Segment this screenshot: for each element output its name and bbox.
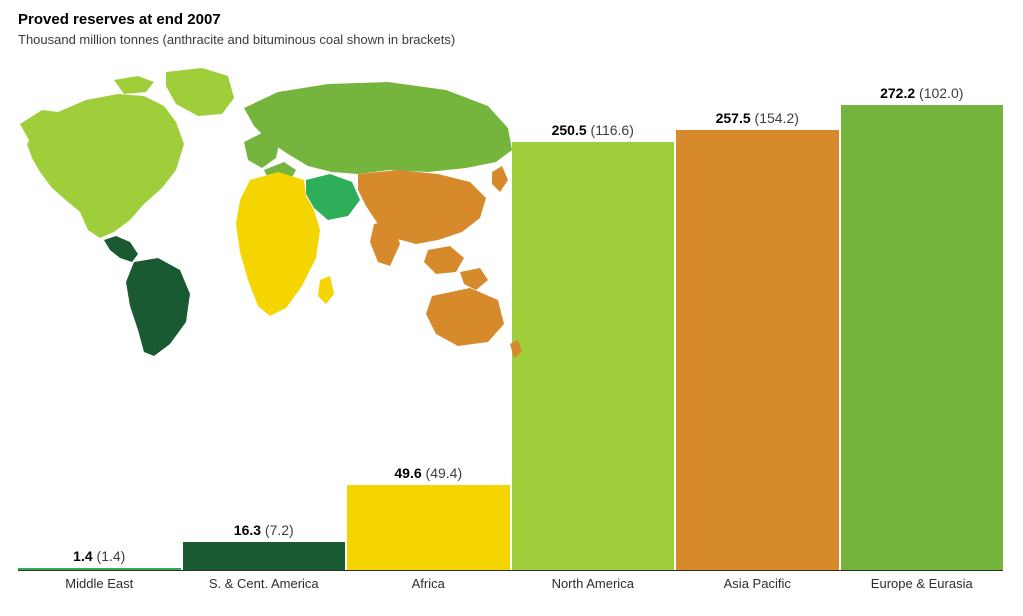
bar-value-bracket: (102.0)	[919, 85, 963, 101]
bar-value-label: 16.3 (7.2)	[183, 522, 346, 538]
bar-value-main: 49.6	[394, 465, 421, 481]
bar-fill	[347, 485, 510, 570]
axis-labels: Middle EastS. & Cent. AmericaAfricaNorth…	[18, 572, 1003, 596]
bar-value-bracket: (116.6)	[591, 122, 634, 138]
bar: 16.3 (7.2)	[183, 542, 346, 570]
axis-label: Africa	[347, 572, 510, 596]
axis-label: S. & Cent. America	[183, 572, 346, 596]
bar-fill	[183, 542, 346, 570]
bar-fill	[841, 105, 1004, 570]
bar-value-label: 1.4 (1.4)	[18, 548, 181, 564]
bar-value-main: 1.4	[73, 548, 92, 564]
bar-value-main: 16.3	[234, 522, 261, 538]
bar-value-bracket: (154.2)	[755, 110, 799, 126]
axis-line	[18, 570, 1003, 571]
bar-value-label: 272.2 (102.0)	[841, 85, 1004, 101]
bar-value-bracket: (49.4)	[426, 465, 463, 481]
bar-value-label: 250.5 (116.6)	[512, 122, 675, 138]
bar: 272.2 (102.0)	[841, 105, 1004, 570]
map-region-asia-pacific	[358, 166, 522, 358]
axis-label: Middle East	[18, 572, 181, 596]
map-region-europe-eurasia	[244, 82, 512, 184]
world-map	[18, 62, 528, 362]
bar: 257.5 (154.2)	[676, 130, 839, 570]
bar-value-main: 250.5	[552, 122, 587, 138]
bar-fill	[676, 130, 839, 570]
bar-value-bracket: (1.4)	[97, 548, 126, 564]
bar-value-label: 257.5 (154.2)	[676, 110, 839, 126]
bar-value-main: 257.5	[716, 110, 751, 126]
bar-fill	[512, 142, 675, 570]
bar-value-label: 49.6 (49.4)	[347, 465, 510, 481]
bar-value-bracket: (7.2)	[265, 522, 294, 538]
axis-label: Europe & Eurasia	[841, 572, 1004, 596]
axis-label: North America	[512, 572, 675, 596]
map-region-s-cent-america	[104, 236, 190, 356]
bar-value-main: 272.2	[880, 85, 915, 101]
axis-label: Asia Pacific	[676, 572, 839, 596]
map-region-north-america	[20, 68, 234, 238]
bar: 250.5 (116.6)	[512, 142, 675, 570]
bar: 49.6 (49.4)	[347, 485, 510, 570]
